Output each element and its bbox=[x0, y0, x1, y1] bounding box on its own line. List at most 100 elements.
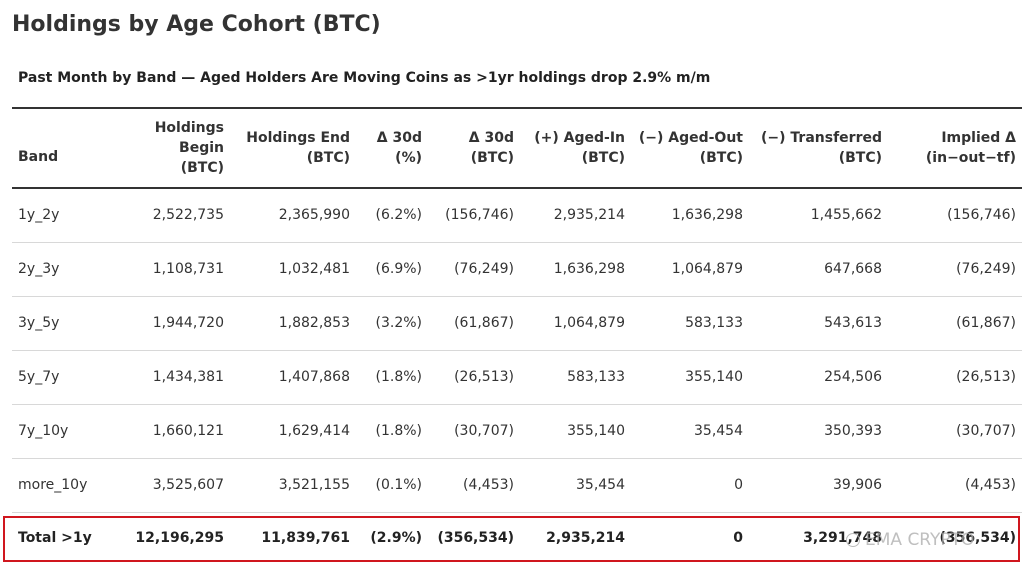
page-subtitle: Past Month by Band — Aged Holders Are Mo… bbox=[18, 70, 711, 86]
value-cell: 2,365,990 bbox=[230, 188, 356, 243]
value-cell: 355,140 bbox=[520, 404, 631, 459]
total-value-cell: (2.9%) bbox=[370, 530, 422, 547]
column-header-4: Δ 30d (BTC) bbox=[428, 108, 520, 188]
value-cell: 1,407,868 bbox=[230, 350, 356, 405]
column-header-5: (+) Aged-In (BTC) bbox=[520, 108, 631, 188]
column-header-line: (BTC) bbox=[180, 160, 224, 176]
value-cell: (30,707) bbox=[428, 404, 520, 459]
value-cell: 3,525,607 bbox=[100, 458, 230, 513]
total-row: Total >1y 12,196,295 11,839,761 (2.9%) (356,… bbox=[12, 512, 1022, 564]
value-cell: (3.2%) bbox=[356, 296, 428, 351]
value-cell: 1,629,414 bbox=[230, 404, 356, 459]
value-cell: (4,453) bbox=[888, 458, 1022, 513]
value-cell: 0 bbox=[631, 458, 749, 513]
value-cell: (6.9%) bbox=[356, 242, 428, 297]
value-cell: (61,867) bbox=[888, 296, 1022, 351]
column-header-line: Holdings Begin bbox=[154, 120, 224, 156]
value-cell: (0.1%) bbox=[356, 458, 428, 513]
table-row: 2y_3y 1,108,731 1,032,481 (6.9%) (76,249) 1,6… bbox=[12, 242, 1022, 297]
band-cell: 5y_7y bbox=[12, 350, 100, 405]
column-header-line: (BTC) bbox=[581, 150, 625, 166]
band-cell: 3y_5y bbox=[12, 296, 100, 351]
value-cell: 1,434,381 bbox=[100, 350, 230, 405]
total-value-cell: (356,534) bbox=[939, 530, 1016, 547]
column-header-3: Δ 30d (%) bbox=[356, 108, 428, 188]
column-header-line: Holdings End bbox=[246, 130, 350, 146]
total-label: Total >1y bbox=[18, 530, 92, 547]
value-cell: 1,064,879 bbox=[631, 242, 749, 297]
value-cell: 39,906 bbox=[749, 458, 888, 513]
value-cell: 1,108,731 bbox=[100, 242, 230, 297]
value-cell: (26,513) bbox=[888, 350, 1022, 405]
column-header-line: (−) Transferred bbox=[761, 130, 882, 146]
band-cell: 2y_3y bbox=[12, 242, 100, 297]
holdings-table-container: Band Holdings Begin (BTC) Holdings End (BTC)… bbox=[12, 107, 1022, 564]
header-row: Band Holdings Begin (BTC) Holdings End (BTC)… bbox=[12, 108, 1022, 188]
page-title: Holdings by Age Cohort (BTC) bbox=[12, 12, 381, 37]
total-value-cell: 11,839,761 bbox=[261, 530, 350, 547]
value-cell: 647,668 bbox=[749, 242, 888, 297]
value-cell: (6.2%) bbox=[356, 188, 428, 243]
column-header-line: (BTC) bbox=[470, 150, 514, 166]
value-cell: 35,454 bbox=[520, 458, 631, 513]
total-value-cell: 12,196,295 bbox=[135, 530, 224, 547]
column-header-line: Band bbox=[18, 149, 59, 165]
value-cell: 1,455,662 bbox=[749, 188, 888, 243]
band-cell: 7y_10y bbox=[12, 404, 100, 459]
value-cell: 350,393 bbox=[749, 404, 888, 459]
total-value-cell: 2,935,214 bbox=[546, 530, 625, 547]
value-cell: 1,882,853 bbox=[230, 296, 356, 351]
column-header-1: Holdings Begin (BTC) bbox=[100, 108, 230, 188]
table-row: 1y_2y 2,522,735 2,365,990 (6.2%) (156,746) 2,… bbox=[12, 188, 1022, 243]
value-cell: (76,249) bbox=[428, 242, 520, 297]
column-header-6: (−) Aged-Out (BTC) bbox=[631, 108, 749, 188]
value-cell: (30,707) bbox=[888, 404, 1022, 459]
column-header-line: Δ 30d bbox=[376, 130, 422, 146]
value-cell: 1,636,298 bbox=[520, 242, 631, 297]
column-header-line: (BTC) bbox=[699, 150, 743, 166]
table-row: 7y_10y 1,660,121 1,629,414 (1.8%) (30,707) 35… bbox=[12, 404, 1022, 459]
value-cell: 543,613 bbox=[749, 296, 888, 351]
column-header-line: Δ 30d bbox=[468, 130, 514, 146]
value-cell: 2,935,214 bbox=[520, 188, 631, 243]
value-cell: 1,660,121 bbox=[100, 404, 230, 459]
value-cell: 2,522,735 bbox=[100, 188, 230, 243]
table-header: Band Holdings Begin (BTC) Holdings End (BTC)… bbox=[12, 108, 1022, 188]
value-cell: 254,506 bbox=[749, 350, 888, 405]
band-cell: more_10y bbox=[12, 458, 100, 513]
value-cell: 355,140 bbox=[631, 350, 749, 405]
value-cell: 35,454 bbox=[631, 404, 749, 459]
value-cell: (4,453) bbox=[428, 458, 520, 513]
value-cell: 583,133 bbox=[631, 296, 749, 351]
column-header-2: Holdings End (BTC) bbox=[230, 108, 356, 188]
value-cell: 1,032,481 bbox=[230, 242, 356, 297]
value-cell: (61,867) bbox=[428, 296, 520, 351]
table-row: more_10y 3,525,607 3,521,155 (0.1%) (4,453) 3… bbox=[12, 458, 1022, 513]
value-cell: 1,944,720 bbox=[100, 296, 230, 351]
column-header-line: (%) bbox=[395, 150, 422, 166]
value-cell: 583,133 bbox=[520, 350, 631, 405]
column-header-line: (BTC) bbox=[838, 150, 882, 166]
holdings-table: Band Holdings Begin (BTC) Holdings End (BTC)… bbox=[12, 107, 1022, 564]
value-cell: 1,636,298 bbox=[631, 188, 749, 243]
value-cell: 1,064,879 bbox=[520, 296, 631, 351]
column-header-line: (−) Aged-Out bbox=[638, 130, 743, 146]
column-header-line: (BTC) bbox=[306, 150, 350, 166]
value-cell: 3,521,155 bbox=[230, 458, 356, 513]
value-cell: (1.8%) bbox=[356, 350, 428, 405]
column-header-8: Implied Δ (in−out−tf) bbox=[888, 108, 1022, 188]
value-cell: (156,746) bbox=[888, 188, 1022, 243]
column-header-7: (−) Transferred (BTC) bbox=[749, 108, 888, 188]
total-value-cell: 0 bbox=[733, 530, 743, 547]
column-header-line: Implied Δ bbox=[941, 130, 1016, 146]
column-header-0: Band bbox=[12, 108, 100, 188]
total-value-cell: 3,291,748 bbox=[803, 530, 882, 547]
value-cell: (1.8%) bbox=[356, 404, 428, 459]
table-row: 3y_5y 1,944,720 1,882,853 (3.2%) (61,867) 1,0… bbox=[12, 296, 1022, 351]
column-header-line: (+) Aged-In bbox=[534, 130, 625, 146]
band-cell: 1y_2y bbox=[12, 188, 100, 243]
column-header-line: (in−out−tf) bbox=[925, 150, 1016, 166]
value-cell: (156,746) bbox=[428, 188, 520, 243]
value-cell: (26,513) bbox=[428, 350, 520, 405]
total-value-cell: (356,534) bbox=[437, 530, 514, 547]
